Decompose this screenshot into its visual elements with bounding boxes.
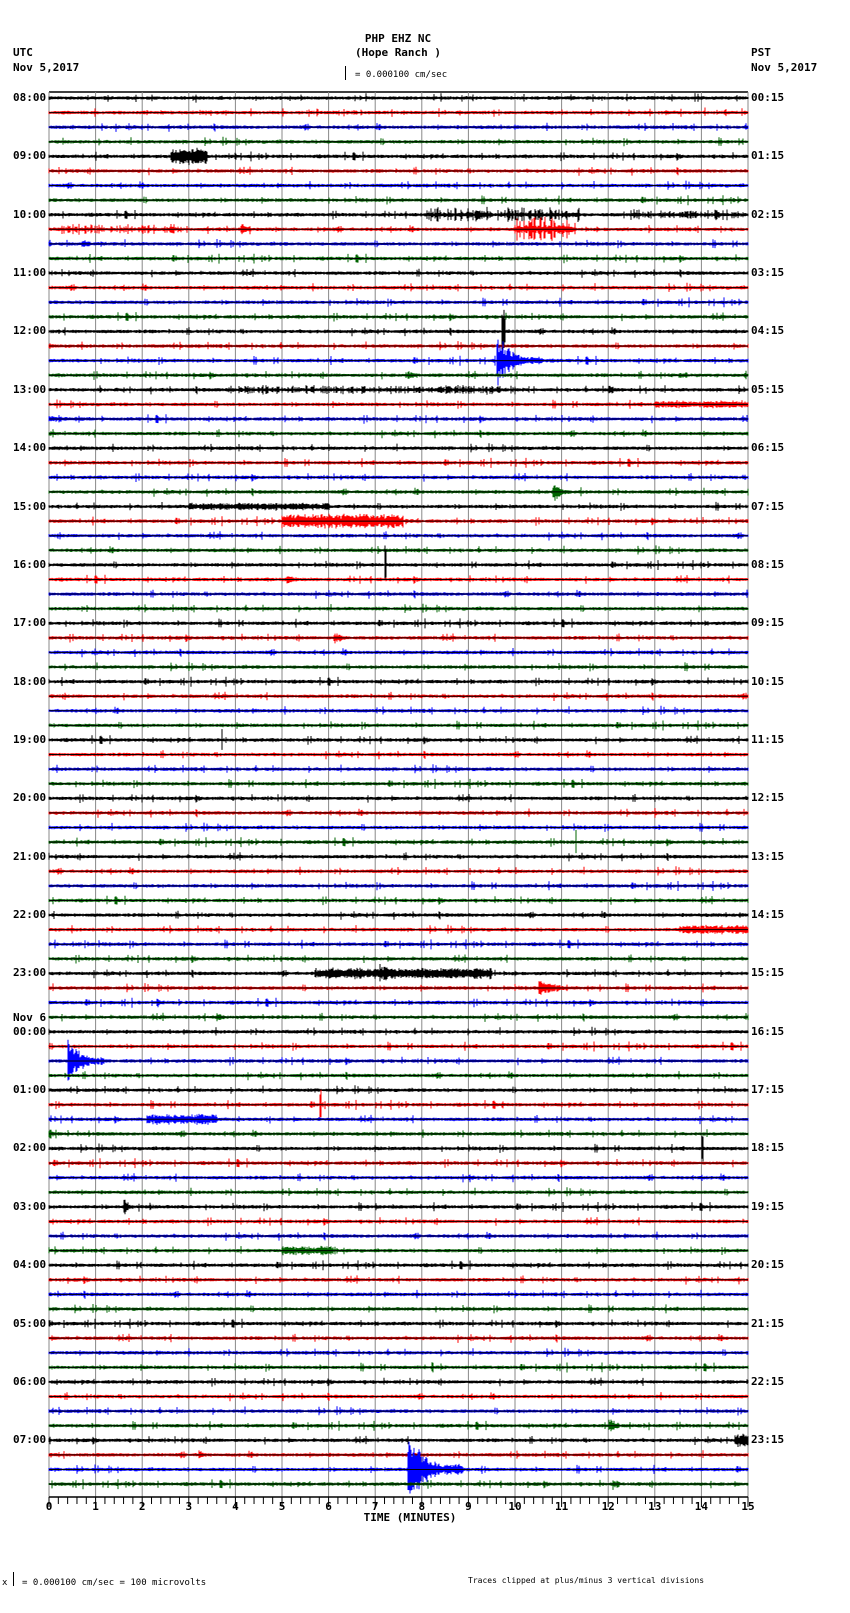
utc-hour-label: 05:00 <box>13 1316 47 1330</box>
utc-hour-label: 11:00 <box>13 266 47 280</box>
trace-row <box>48 964 749 982</box>
x-tick-label: 6 <box>325 1500 332 1513</box>
trace-row <box>48 1089 749 1118</box>
utc-hour-label: 10:00 <box>13 207 47 221</box>
x-tick-label: 4 <box>232 1500 239 1513</box>
clip-note: Traces clipped at plus/minus 3 vertical … <box>468 1576 705 1585</box>
x-tick-label: 0 <box>45 1500 53 1513</box>
x-tick-label: 1 <box>92 1500 99 1513</box>
utc-hour-label: 22:00 <box>13 908 47 922</box>
pst-hour-label: 03:15 <box>751 266 785 280</box>
pst-hour-label: 22:15 <box>751 1374 785 1388</box>
x-tick-label: 7 <box>371 1500 379 1513</box>
utc-hour-label: 12:00 <box>13 324 47 338</box>
right-timezone: PST <box>751 46 771 59</box>
pst-hour-label: 20:15 <box>751 1258 785 1272</box>
x-tick-label: 14 <box>694 1500 709 1513</box>
utc-hour-label: 06:00 <box>13 1374 47 1388</box>
utc-hour-label: 02:00 <box>13 1141 47 1155</box>
date-change-label: Nov 6 <box>13 1010 47 1024</box>
utc-hour-label: 20:00 <box>13 791 47 805</box>
utc-hour-label: 07:00 <box>13 1433 47 1447</box>
pst-hour-label: 07:15 <box>751 499 785 513</box>
footer-scale-bar-icon <box>13 1572 19 1586</box>
trace-row <box>48 829 749 854</box>
pst-hour-label: 16:15 <box>751 1024 785 1038</box>
x-tick-label: 3 <box>185 1500 193 1513</box>
left-date: Nov 5,2017 <box>13 61 80 74</box>
x-tick-label: 10 <box>508 1500 522 1513</box>
pst-hour-label: 15:15 <box>751 966 785 980</box>
utc-hour-label: 01:00 <box>13 1083 47 1097</box>
pst-hour-label: 19:15 <box>751 1199 785 1213</box>
pst-hour-label: 08:15 <box>751 557 785 571</box>
footer-scale-prefix: x <box>2 1578 8 1588</box>
utc-hour-label: 04:00 <box>13 1258 47 1272</box>
utc-hour-label: 00:00 <box>13 1024 47 1038</box>
pst-hour-label: 01:15 <box>751 149 785 163</box>
utc-hour-label: 19:00 <box>13 732 47 746</box>
pst-hour-label: 14:15 <box>751 908 785 922</box>
x-tick-label: 2 <box>138 1500 146 1513</box>
station-title: PHP EHZ NC <box>364 32 432 45</box>
utc-hour-label: 09:00 <box>13 149 47 163</box>
pst-hour-label: 23:15 <box>751 1433 785 1447</box>
pst-hour-label: 11:15 <box>751 732 785 746</box>
pst-hour-label: 04:15 <box>751 324 785 338</box>
utc-hour-label: 13:00 <box>13 382 47 396</box>
trace-row <box>48 216 749 241</box>
x-tick-label: 11 <box>554 1500 569 1513</box>
pst-hour-label: 18:15 <box>751 1141 785 1155</box>
x-axis-label: TIME (MINUTES) <box>363 1511 457 1524</box>
pst-hour-label: 13:15 <box>751 849 785 863</box>
trace-row <box>48 633 749 644</box>
x-tick-label: 5 <box>278 1500 286 1513</box>
utc-hour-label: 17:00 <box>13 616 47 630</box>
pst-hour-label: 02:15 <box>751 207 785 221</box>
x-tick-label: 12 <box>601 1500 615 1513</box>
pst-hour-label: 00:15 <box>751 91 785 104</box>
x-tick-label: 9 <box>465 1500 472 1513</box>
utc-hour-label: 15:00 <box>13 499 47 513</box>
pst-hour-label: 21:15 <box>751 1316 785 1330</box>
scale-label: = 0.000100 cm/sec <box>355 70 448 80</box>
trace-row <box>48 485 749 501</box>
utc-hour-label: 18:00 <box>13 674 47 688</box>
pst-hour-label: 06:15 <box>751 441 785 455</box>
x-tick-label: 8 <box>418 1500 426 1513</box>
trace-row <box>48 1441 749 1494</box>
scale-bar-icon <box>345 66 351 80</box>
pst-hour-label: 09:15 <box>751 616 785 630</box>
pst-hour-label: 17:15 <box>751 1083 785 1097</box>
utc-hour-label: 08:00 <box>13 91 47 104</box>
pst-hour-label: 12:15 <box>751 791 785 805</box>
utc-hour-label: 14:00 <box>13 441 47 455</box>
right-date: Nov 5,2017 <box>751 61 818 74</box>
station-location: (Hope Ranch ) <box>354 46 442 59</box>
utc-hour-label: 21:00 <box>13 849 47 863</box>
x-tick-label: 13 <box>648 1500 662 1513</box>
utc-hour-label: 16:00 <box>13 557 47 571</box>
utc-hour-label: 23:00 <box>13 966 47 980</box>
x-tick-label: 15 <box>741 1500 755 1513</box>
utc-hour-label: 03:00 <box>13 1199 47 1213</box>
pst-hour-label: 05:15 <box>751 382 785 396</box>
pst-hour-label: 10:15 <box>751 674 785 688</box>
footer-scale-note: = 0.000100 cm/sec = 100 microvolts <box>22 1578 207 1588</box>
left-timezone: UTC <box>13 46 33 59</box>
